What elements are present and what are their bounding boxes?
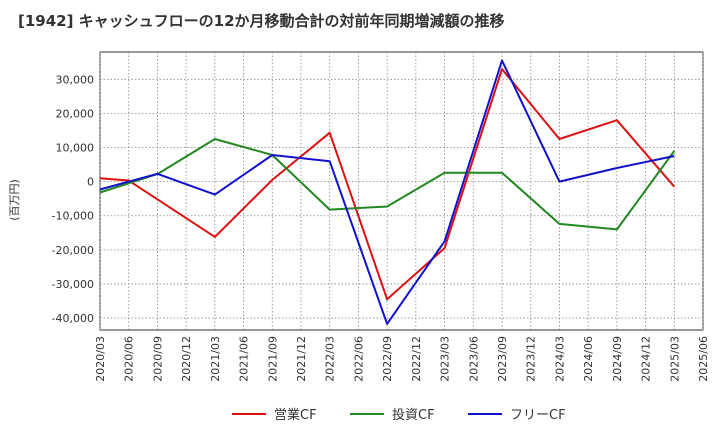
y-tick-label: 20,000 xyxy=(56,107,95,120)
x-tick-label: 2025/06 xyxy=(697,336,710,382)
series-line-1 xyxy=(99,68,676,301)
x-tick-label: 2024/03 xyxy=(553,336,566,382)
series-line-3 xyxy=(99,59,675,325)
x-tick-label: 2021/09 xyxy=(266,336,279,382)
x-tick-label: 2022/12 xyxy=(410,336,423,382)
x-tick-label: 2020/09 xyxy=(151,336,164,382)
y-tick-label: 10,000 xyxy=(56,142,95,155)
x-tick-label: 2020/03 xyxy=(94,336,107,382)
x-tick-label: 2023/03 xyxy=(439,336,452,382)
legend-label-2: 投資CF xyxy=(392,407,435,423)
x-tick-label: 2020/12 xyxy=(180,336,193,382)
y-tick-label: -20,000 xyxy=(52,244,94,257)
chart-title: [1942] キャッシュフローの12か月移動合計の対前年同期増減額の推移 xyxy=(18,12,505,30)
x-tick-label: 2022/03 xyxy=(324,336,337,382)
x-tick-label: 2021/12 xyxy=(295,336,308,382)
x-tick-label: 2023/09 xyxy=(496,336,509,382)
y-tick-label: -40,000 xyxy=(52,312,94,325)
x-tick-label: 2022/09 xyxy=(381,336,394,382)
y-tick-label: -30,000 xyxy=(52,278,94,291)
x-tick-label: 2025/03 xyxy=(668,336,681,382)
plot-frame xyxy=(99,51,704,331)
x-tick-label: 2022/06 xyxy=(352,336,365,382)
y-tick-label: 0 xyxy=(87,176,94,189)
x-tick-label: 2023/12 xyxy=(525,336,538,382)
x-tick-label: 2024/09 xyxy=(611,336,624,382)
x-tick-label: 2020/06 xyxy=(123,336,136,382)
x-tick-label: 2023/06 xyxy=(467,336,480,382)
x-tick-label: 2024/12 xyxy=(640,336,653,382)
y-axis-label: (百万円) xyxy=(8,179,21,221)
legend-label-1: 営業CF xyxy=(274,407,317,423)
y-tick-label: -10,000 xyxy=(52,210,94,223)
legend-label-3: フリーCF xyxy=(510,408,566,423)
y-tick-label: 30,000 xyxy=(56,73,95,86)
x-tick-label: 2021/03 xyxy=(209,336,222,382)
x-tick-label: 2024/06 xyxy=(582,336,595,382)
series-line-2 xyxy=(99,138,676,231)
x-tick-label: 2021/06 xyxy=(238,336,251,382)
